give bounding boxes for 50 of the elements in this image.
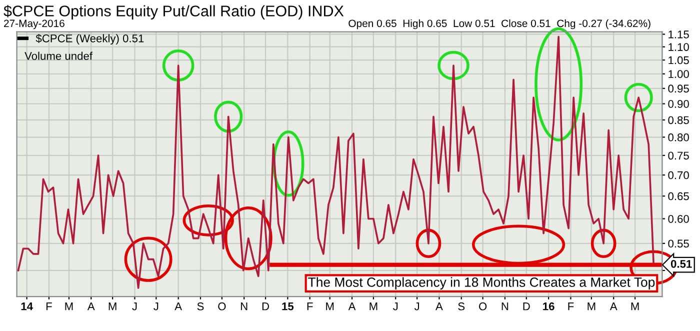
y-tick-label: 0.70 xyxy=(668,171,689,180)
annotation: Volume undef xyxy=(24,52,93,60)
x-tick-label: J xyxy=(414,302,419,310)
y-tick-label: 0.55 xyxy=(668,240,689,248)
x-tick-label: 16 xyxy=(543,302,554,310)
y-tick-label: 1.00 xyxy=(668,70,689,78)
x-tick-label: M xyxy=(370,302,378,310)
text: $CPCE (Weekly) 0.51 xyxy=(36,34,144,45)
x-tick-label: D xyxy=(523,302,530,310)
y-tick-label: 1.10 xyxy=(668,43,689,51)
x-tick-label: F xyxy=(568,302,574,310)
y-tick-label: 0.75 xyxy=(668,152,689,160)
y-tick-label: 0.90 xyxy=(668,100,689,108)
x-tick-label: O xyxy=(218,302,226,310)
x-tick-label: N xyxy=(240,302,248,310)
ref-line-label: The Most Complacency in 18 Months Creates a Market Top xyxy=(308,277,655,290)
line-series xyxy=(17,36,655,289)
x-tick-label: M xyxy=(326,302,334,310)
y-tick-label: 0.85 xyxy=(668,116,689,124)
y-tick-label: 1.05 xyxy=(668,56,689,64)
x-tick-label: A xyxy=(174,302,182,310)
x-tick-label: J xyxy=(154,302,158,310)
x-tick-label: A xyxy=(436,302,443,310)
x-tick-label: F xyxy=(307,302,313,310)
x-tick-label: M xyxy=(588,302,596,310)
x-tick-label: F xyxy=(46,302,52,310)
data-label: 0.51 xyxy=(670,260,692,268)
x-tick-label: J xyxy=(132,302,137,310)
x-tick-label: S xyxy=(458,302,465,310)
y-tick-label: 1.15 xyxy=(668,30,689,38)
x-tick-label: 15 xyxy=(282,302,294,310)
x-tick-label: M xyxy=(65,302,73,310)
x-tick-label: O xyxy=(479,302,487,310)
x-tick-label: A xyxy=(87,302,95,310)
x-tick-label: N xyxy=(502,302,508,310)
x-tick-label: A xyxy=(610,302,618,310)
x-tick-label: D xyxy=(262,302,270,310)
chart-title: $CPCE Options Equity Put/Call Ratio (EOD) INDX xyxy=(4,4,344,20)
text: Open 0.65 High 0.65 Low 0.51 Close 0.51 Chg -0.27 (-34.62%) xyxy=(348,19,650,30)
y-tick-label: 0.60 xyxy=(668,215,689,223)
x-tick-label: M xyxy=(108,302,116,310)
x-tick-label: J xyxy=(393,302,398,310)
x-tick-label: S xyxy=(197,302,204,310)
x-tick-label: A xyxy=(348,302,356,310)
x-tick-label: 14 xyxy=(21,302,33,310)
y-tick-label: 0.65 xyxy=(668,192,689,200)
chart-subtitle: 27-May-2016 xyxy=(4,20,64,30)
x-tick-label: M xyxy=(631,302,639,310)
y-tick-label: 0.80 xyxy=(668,133,689,142)
y-tick-label: 0.95 xyxy=(668,84,689,93)
